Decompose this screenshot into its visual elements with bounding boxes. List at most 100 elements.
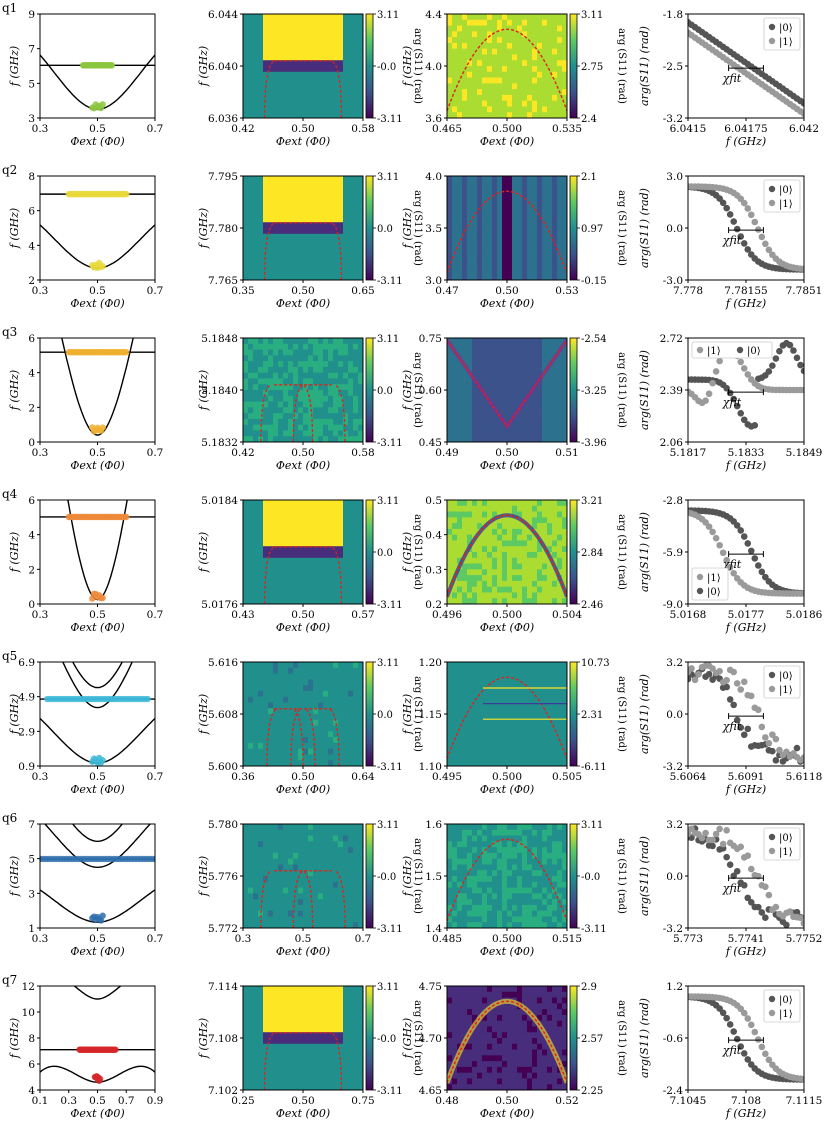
heatmap-cell (273, 262, 279, 269)
heatmap-cell (288, 662, 294, 669)
heatmap-cell (243, 534, 249, 541)
heatmap-cell (353, 528, 359, 536)
heatmap-cell (268, 592, 274, 599)
heatmap-cell (497, 725, 503, 732)
heatmap-cell (447, 193, 453, 200)
heatmap-cell (308, 586, 314, 593)
heatmap-cell (338, 690, 344, 698)
heatmap-cell (457, 83, 463, 90)
heatmap-cell (318, 251, 324, 258)
heatmap-cell (517, 343, 523, 351)
heatmap-cell (507, 372, 513, 379)
heatmap-cell (278, 523, 284, 530)
heatmap-cell (348, 100, 354, 107)
heatmap-cell (248, 690, 254, 698)
heatmap-cell (482, 233, 488, 241)
heatmap-cell (333, 407, 339, 414)
colorbar (365, 661, 374, 767)
heatmap-cell (527, 557, 533, 565)
heatmap-cell (358, 424, 363, 431)
heatmap-cell (487, 372, 493, 379)
heatmap-cell (517, 106, 523, 113)
heatmap-cell (502, 540, 508, 547)
heatmap-cell (273, 204, 279, 212)
heatmap-cell (353, 66, 359, 73)
heatmap-cell (467, 534, 473, 541)
heatmap-cell (353, 222, 359, 229)
plot-frame (39, 661, 156, 767)
heatmap-cell (343, 112, 349, 118)
heatmap-cell (258, 384, 264, 391)
heatmap-cell (472, 708, 478, 715)
heatmap-cell (298, 685, 304, 692)
heatmap-cell (547, 60, 553, 67)
heatmap-cell (517, 338, 523, 345)
heatmap-cell (333, 592, 339, 599)
heatmap-cell (522, 83, 528, 90)
heatmap-cell (457, 89, 463, 96)
model-curve (260, 384, 272, 442)
heatmap-cell (333, 500, 339, 507)
heatmap-cell (482, 563, 488, 570)
heatmap-cell (338, 228, 344, 235)
heatmap-cell (527, 343, 533, 351)
model-curve (263, 222, 275, 280)
heatmap-cell (278, 586, 284, 593)
heatmap-cell (502, 731, 508, 738)
heatmap-cell (467, 679, 473, 686)
heatmap-cell (472, 355, 478, 362)
heatmap-cell (557, 42, 563, 50)
heatmap-cell (288, 193, 294, 200)
y-axis-label: f (GHz) (401, 532, 414, 573)
heatmap-cell (253, 89, 259, 96)
heatmap-cell (298, 19, 304, 27)
y-tick-label: 7.780 (208, 223, 238, 235)
heatmap-cell (278, 204, 284, 212)
heatmap-cell (253, 262, 259, 269)
heatmap-cell (303, 737, 309, 744)
heatmap-cell (557, 407, 563, 414)
heatmap-cell (472, 563, 478, 570)
heatmap-cell (308, 511, 314, 518)
heatmap-cell (502, 436, 508, 442)
heatmap-cell (562, 401, 567, 408)
heatmap-cell (333, 685, 339, 692)
heatmap-cell (313, 719, 319, 727)
heatmap-cell (497, 204, 503, 212)
heatmap-cell (313, 407, 319, 414)
heatmap-cell (447, 500, 453, 507)
heatmap-cell (482, 667, 488, 675)
legend-entry: |1⟩ (707, 346, 721, 357)
heatmap-cell (467, 552, 473, 559)
heatmap-cell (552, 19, 558, 27)
colorbar (569, 13, 578, 119)
heatmap-cell (298, 592, 304, 599)
heatmap-cell (263, 424, 269, 431)
heatmap-cell (497, 54, 503, 61)
heatmap-cell (303, 673, 309, 680)
heatmap-cell (333, 575, 339, 582)
heatmap-cell (323, 702, 329, 709)
data-point (758, 568, 766, 576)
heatmap-cell (542, 181, 548, 189)
heatmap-cell (308, 256, 314, 264)
x-axis-label: Φext (Φ0) (276, 297, 330, 310)
heatmap-cell (273, 673, 279, 680)
heatmap-cell (552, 366, 558, 374)
heatmap-cell (467, 517, 473, 524)
x-tick-label: 5.1849 (786, 447, 823, 459)
heatmap-cell (358, 714, 363, 721)
heatmap-cell (507, 274, 513, 280)
heatmap-cell (562, 580, 567, 588)
heatmap-cell (497, 210, 503, 217)
heatmap-cell (487, 31, 493, 38)
heatmap-cell (507, 48, 513, 55)
heatmap-cell (532, 106, 538, 113)
heatmap-cell (278, 679, 284, 686)
heatmap-cell (288, 719, 294, 727)
heatmap-cell (532, 401, 538, 408)
heatmap-cell (557, 546, 563, 553)
legend: |1⟩|0⟩ (691, 341, 773, 359)
heatmap-cell (547, 106, 553, 113)
heatmap-cell (512, 390, 518, 397)
